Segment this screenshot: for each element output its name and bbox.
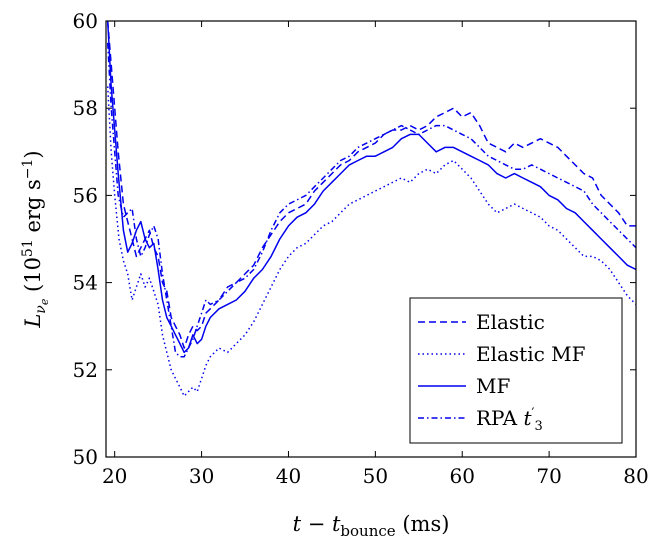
x-tick-label: 80 — [623, 464, 648, 488]
x-tick-label: 30 — [189, 464, 214, 488]
series-line-3 — [106, 42, 636, 358]
x-axis-label: t − tbounce (ms) — [293, 512, 450, 540]
svg-text:Lνe (1051 erg s−1): Lνe (1051 erg s−1) — [20, 150, 51, 328]
y-tick-label: 60 — [73, 9, 98, 33]
x-tick-label: 60 — [450, 464, 475, 488]
y-tick-label: 58 — [73, 96, 98, 120]
legend-label-elastic: Elastic — [476, 310, 545, 334]
series-layer — [106, 21, 636, 397]
x-tick-label: 50 — [363, 464, 388, 488]
x-tick-label: 20 — [102, 464, 127, 488]
legend: Elastic Elastic MF MF RPA t′3 — [409, 297, 623, 444]
y-tick-label: 54 — [73, 271, 98, 295]
plot-frame — [105, 20, 637, 458]
legend-label-mf: MF — [476, 374, 510, 398]
x-tick-label: 40 — [276, 464, 301, 488]
ticks-layer: 20 30 40 50 60 70 80 50 52 54 56 58 60 — [73, 9, 649, 488]
x-tick-label: 70 — [536, 464, 561, 488]
svg-text:t − tbounce (ms): t − tbounce (ms) — [293, 512, 450, 540]
y-tick-label: 52 — [73, 358, 98, 382]
y-axis-label: Lνe (1051 erg s−1) — [20, 150, 51, 328]
legend-label-elastic-mf: Elastic MF — [476, 342, 586, 366]
series-line-0 — [106, 21, 636, 349]
y-tick-label: 50 — [73, 445, 98, 469]
y-tick-label: 56 — [73, 183, 98, 207]
series-line-2 — [106, 21, 636, 354]
